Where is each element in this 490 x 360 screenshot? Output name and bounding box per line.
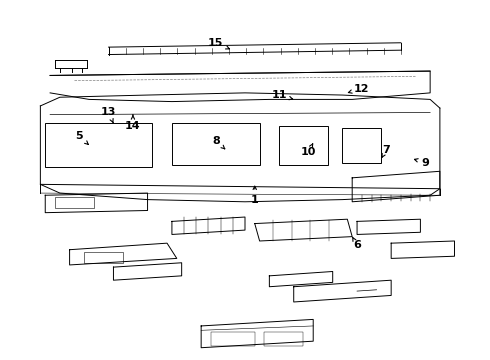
Bar (265, 333, 303, 346)
Text: 3: 3 (0, 359, 1, 360)
Text: 14: 14 (125, 115, 141, 131)
Text: 2: 2 (0, 359, 1, 360)
Text: 8: 8 (212, 136, 225, 149)
Bar (211, 333, 255, 346)
Text: 5: 5 (75, 131, 88, 144)
Text: 6: 6 (353, 237, 361, 250)
Text: 12: 12 (348, 84, 369, 94)
Text: 4: 4 (0, 359, 1, 360)
Text: 7: 7 (382, 144, 390, 157)
Text: 11: 11 (271, 90, 293, 100)
Bar (84, 252, 123, 263)
Text: 1: 1 (251, 186, 259, 204)
Text: 15: 15 (208, 38, 229, 49)
Text: 9: 9 (415, 158, 429, 167)
Bar (45, 123, 152, 167)
Bar (55, 197, 94, 208)
Bar (343, 128, 381, 163)
Bar (279, 126, 328, 165)
Text: 13: 13 (101, 108, 116, 123)
Text: 10: 10 (301, 144, 316, 157)
Bar (172, 123, 260, 165)
